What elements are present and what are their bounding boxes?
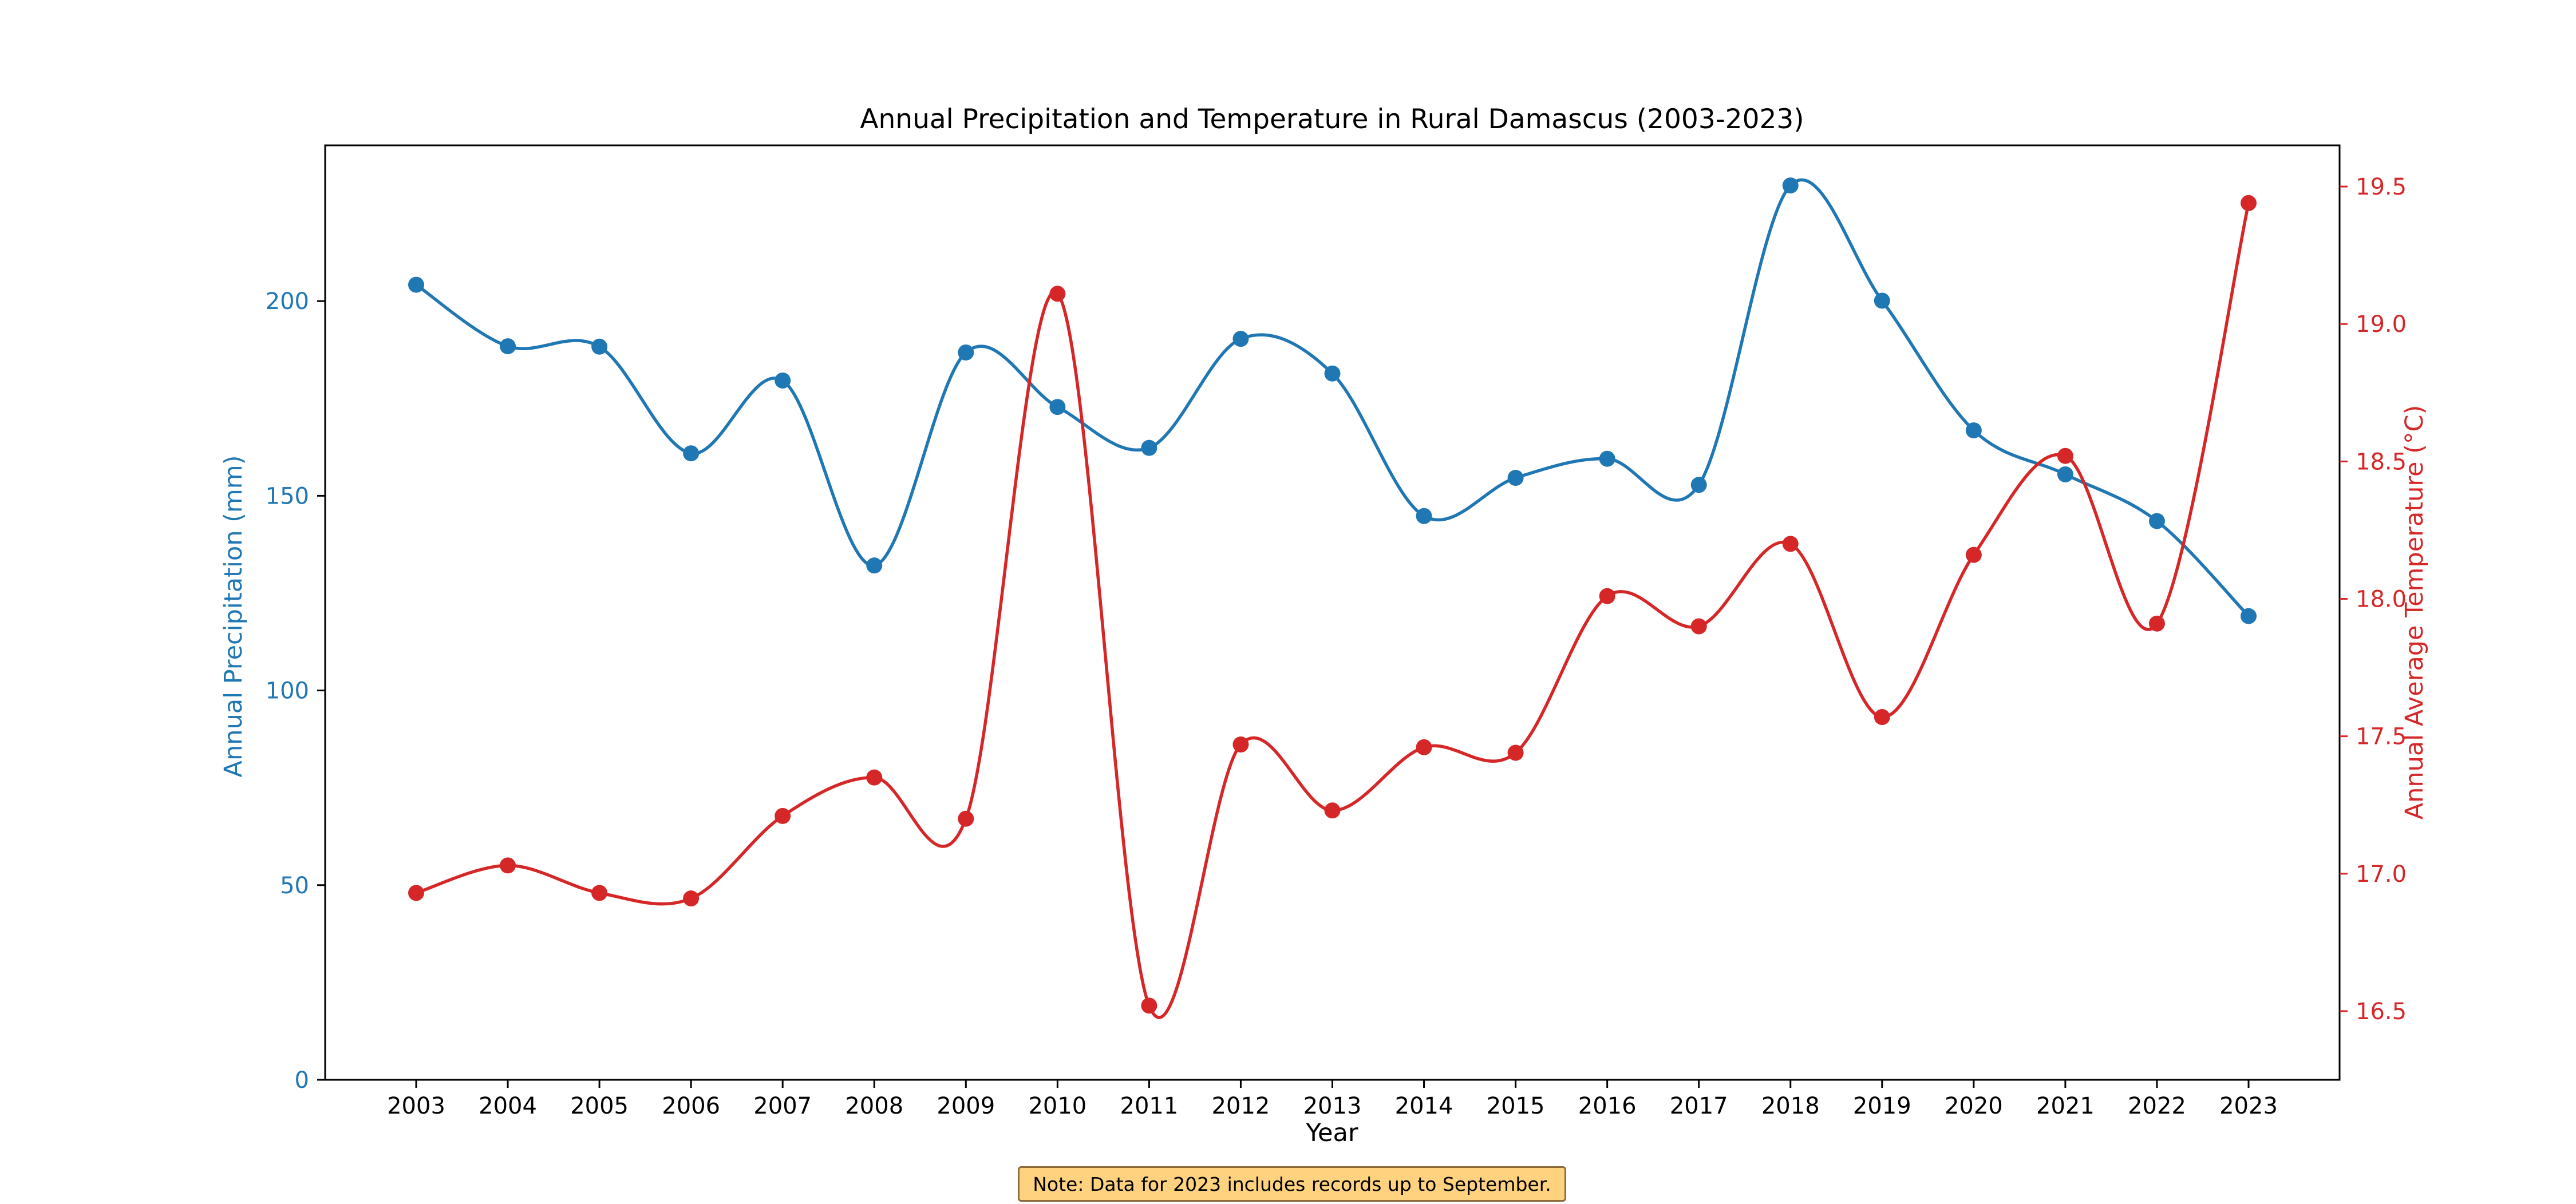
temperature-point-2012 bbox=[1232, 736, 1249, 753]
temperature-point-2004 bbox=[500, 857, 516, 874]
precipitation-point-2004 bbox=[500, 338, 516, 355]
plot-frame bbox=[324, 144, 2341, 1081]
temperature-point-2008 bbox=[866, 769, 883, 786]
precipitation-point-2008 bbox=[866, 557, 883, 574]
temperature-point-2003 bbox=[408, 885, 424, 901]
footnote-box: Note: Data for 2023 includes records up … bbox=[1018, 1166, 1566, 1202]
precipitation-point-2022 bbox=[2148, 513, 2165, 529]
plot-area bbox=[324, 144, 2341, 1081]
precipitation-point-2007 bbox=[775, 372, 791, 389]
y-left-tick-label-0: 0 bbox=[295, 1067, 309, 1094]
y-left-tick-label-150: 150 bbox=[266, 483, 309, 509]
x-tick-label-2003: 2003 bbox=[387, 1093, 445, 1119]
y-left-tick-label-50: 50 bbox=[280, 873, 309, 899]
precipitation-point-2020 bbox=[1965, 422, 1982, 439]
temperature-point-2021 bbox=[2057, 447, 2073, 464]
x-tick-label-2007: 2007 bbox=[753, 1093, 812, 1119]
precipitation-point-2006 bbox=[683, 445, 700, 462]
y-axis-right: 16.5 17.0 17.5 18.0 18.5 19.0 19.5 bbox=[2340, 174, 2407, 1025]
y-right-tick-label-17.0: 17.0 bbox=[2356, 861, 2407, 888]
temperature-point-2010 bbox=[1049, 286, 1066, 302]
x-tick-label-2008: 2008 bbox=[845, 1093, 903, 1119]
x-tick-label-2015: 2015 bbox=[1487, 1093, 1545, 1119]
temperature-point-2009 bbox=[958, 810, 974, 827]
temperature-point-2005 bbox=[591, 885, 608, 901]
precipitation-point-2011 bbox=[1141, 439, 1157, 456]
temperature-point-2017 bbox=[1690, 618, 1707, 635]
x-axis: 2003 2004 2005 2006 2007 2008 2009 2010 2011 2012… bbox=[387, 1080, 2278, 1119]
precipitation-point-2013 bbox=[1324, 365, 1341, 382]
temperature-point-2011 bbox=[1141, 997, 1157, 1014]
x-tick-label-2010: 2010 bbox=[1028, 1093, 1086, 1119]
temperature-point-2020 bbox=[1965, 546, 1982, 563]
precipitation-point-2019 bbox=[1874, 292, 1890, 309]
y-left-tick-label-100: 100 bbox=[266, 678, 309, 704]
footnote-text: Note: Data for 2023 includes records up … bbox=[1033, 1173, 1551, 1195]
precipitation-point-2010 bbox=[1049, 399, 1066, 415]
precipitation-point-2012 bbox=[1232, 331, 1249, 347]
precipitation-point-2021 bbox=[2057, 466, 2073, 482]
y-right-tick-label-17.5: 17.5 bbox=[2356, 724, 2407, 750]
x-tick-label-2012: 2012 bbox=[1212, 1093, 1270, 1119]
precipitation-point-2009 bbox=[958, 344, 974, 361]
temperature-point-2016 bbox=[1599, 588, 1615, 604]
x-tick-label-2013: 2013 bbox=[1303, 1093, 1362, 1119]
temperature-point-2023 bbox=[2241, 195, 2257, 211]
x-tick-label-2011: 2011 bbox=[1120, 1093, 1179, 1119]
precipitation-point-2015 bbox=[1507, 470, 1524, 486]
y-axis-label-left: Annual Precipitation (mm) bbox=[219, 456, 248, 778]
x-axis-label: Year bbox=[1305, 1119, 1358, 1147]
x-tick-label-2018: 2018 bbox=[1761, 1093, 1820, 1119]
temperature-point-2006 bbox=[683, 890, 700, 907]
temperature-point-2014 bbox=[1416, 739, 1432, 755]
x-tick-label-2006: 2006 bbox=[662, 1093, 720, 1119]
temperature-point-2007 bbox=[775, 807, 791, 824]
precipitation-point-2016 bbox=[1599, 450, 1615, 467]
y-right-tick-label-18.5: 18.5 bbox=[2356, 449, 2407, 475]
precipitation-point-2014 bbox=[1416, 508, 1432, 524]
precipitation-point-2017 bbox=[1690, 477, 1707, 493]
temperature-point-2013 bbox=[1324, 802, 1341, 819]
temperature-point-2022 bbox=[2148, 615, 2165, 632]
x-tick-label-2017: 2017 bbox=[1670, 1093, 1728, 1119]
chart-title: Annual Precipitation and Temperature in … bbox=[860, 104, 1804, 135]
y-axis-label-right: Annual Average Temperature (°C) bbox=[2400, 405, 2429, 820]
x-tick-label-2022: 2022 bbox=[2128, 1093, 2186, 1119]
x-tick-label-2021: 2021 bbox=[2036, 1093, 2095, 1119]
x-tick-label-2014: 2014 bbox=[1395, 1093, 1453, 1119]
x-tick-label-2009: 2009 bbox=[937, 1093, 995, 1119]
y-axis-left: 0 50 100 150 200 bbox=[266, 288, 325, 1094]
y-right-tick-label-19.5: 19.5 bbox=[2356, 174, 2407, 200]
precipitation-point-2003 bbox=[408, 276, 424, 293]
x-tick-label-2023: 2023 bbox=[2219, 1093, 2278, 1119]
y-right-tick-label-18.0: 18.0 bbox=[2356, 586, 2407, 612]
temperature-point-2018 bbox=[1782, 536, 1799, 552]
x-tick-label-2004: 2004 bbox=[479, 1093, 537, 1119]
precipitation-point-2005 bbox=[591, 338, 608, 355]
x-tick-label-2019: 2019 bbox=[1853, 1093, 1911, 1119]
precipitation-point-2018 bbox=[1782, 177, 1799, 194]
x-tick-label-2020: 2020 bbox=[1945, 1093, 2003, 1119]
x-tick-label-2016: 2016 bbox=[1578, 1093, 1637, 1119]
precipitation-point-2023 bbox=[2241, 608, 2257, 624]
y-right-tick-label-19.0: 19.0 bbox=[2356, 311, 2407, 338]
temperature-point-2019 bbox=[1874, 709, 1890, 726]
temperature-point-2015 bbox=[1507, 744, 1524, 761]
y-left-tick-label-200: 200 bbox=[266, 288, 309, 315]
y-right-tick-label-16.5: 16.5 bbox=[2356, 999, 2407, 1025]
x-tick-label-2005: 2005 bbox=[570, 1093, 629, 1119]
